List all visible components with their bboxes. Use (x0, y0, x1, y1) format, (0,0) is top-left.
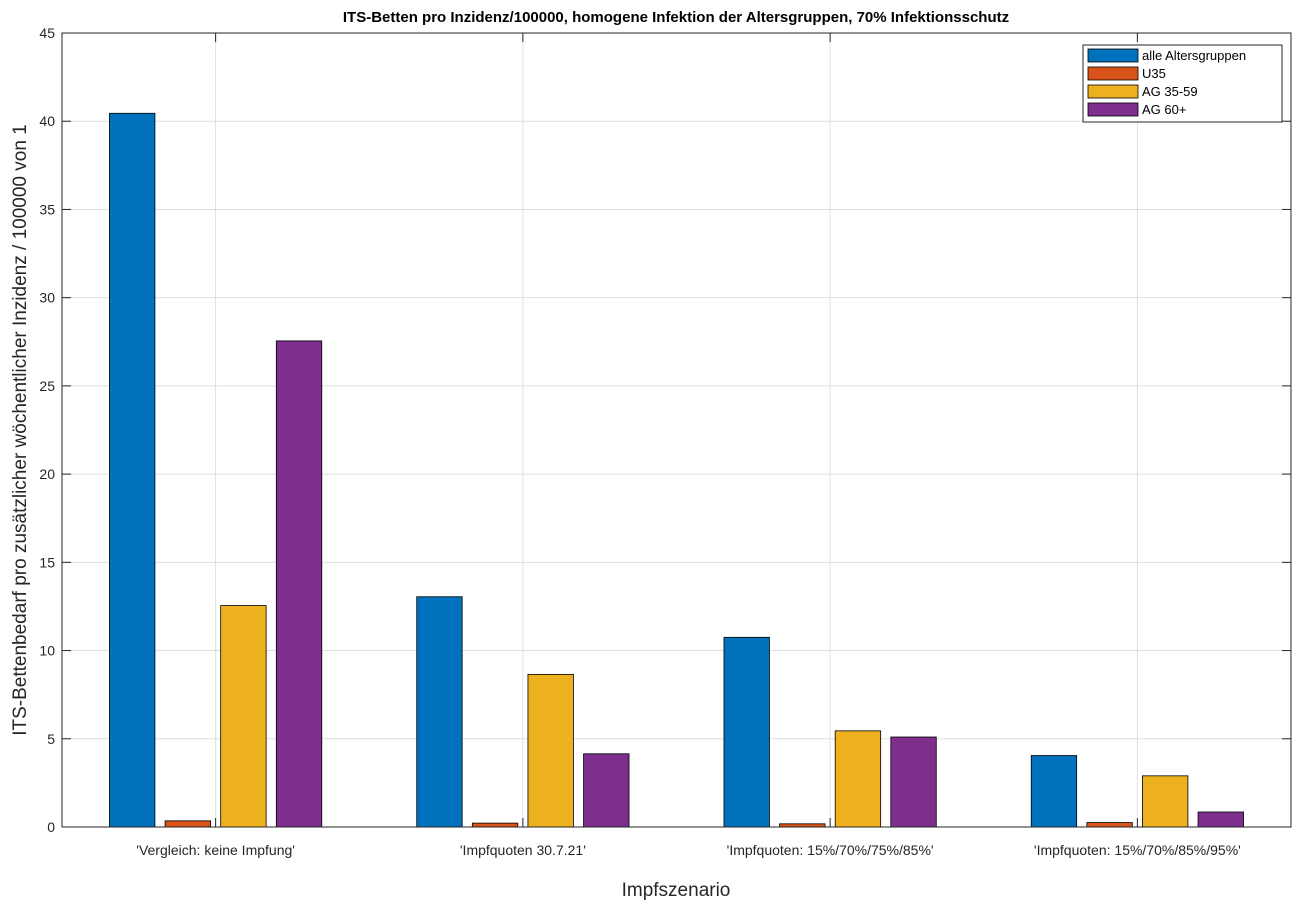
legend-swatch (1088, 85, 1138, 98)
bar-series-3-category-3 (1198, 812, 1243, 827)
y-tick-label: 15 (39, 554, 55, 570)
bar-series-0-category-2 (724, 637, 769, 827)
legend: alle Altersgruppen U35 AG 35-59 AG 60+ (1083, 45, 1282, 122)
bar-series-1-category-1 (472, 823, 517, 827)
bar-series-1-category-3 (1087, 823, 1132, 827)
x-tick-label: 'Impfquoten: 15%/70%/85%/95%' (1034, 842, 1241, 858)
x-tick-label: 'Vergleich: keine Impfung' (136, 842, 295, 858)
y-tick-label: 40 (39, 113, 55, 129)
bar-series-3-category-2 (891, 737, 936, 827)
y-axis-label: ITS-Bettenbedarf pro zusätzlicher wöchen… (10, 124, 31, 736)
x-tick-label: 'Impfquoten 30.7.21' (460, 842, 586, 858)
x-axis-label: Impfszenario (622, 880, 731, 901)
bar-series-2-category-3 (1142, 776, 1187, 827)
legend-label: AG 35-59 (1142, 84, 1198, 99)
plot-area (62, 33, 1291, 827)
y-tick-label: 45 (39, 25, 55, 41)
x-tick-label: 'Impfquoten: 15%/70%/75%/85%' (727, 842, 934, 858)
legend-swatch (1088, 103, 1138, 116)
bar-series-2-category-1 (528, 674, 573, 827)
bar-series-1-category-0 (165, 821, 210, 827)
bar-series-0-category-0 (109, 113, 154, 827)
y-tick-label: 0 (47, 819, 55, 835)
legend-label: U35 (1142, 66, 1166, 81)
y-tick-label: 30 (39, 290, 55, 306)
bar-series-2-category-2 (835, 731, 880, 827)
bar-series-0-category-1 (417, 597, 462, 827)
chart-title: ITS-Betten pro Inzidenz/100000, homogene… (343, 9, 1009, 26)
y-tick-label: 20 (39, 466, 55, 482)
legend-label: AG 60+ (1142, 102, 1186, 117)
legend-swatch (1088, 67, 1138, 80)
bar-series-3-category-1 (584, 754, 629, 827)
y-tick-label: 5 (47, 731, 55, 747)
legend-label: alle Altersgruppen (1142, 48, 1246, 63)
legend-swatch (1088, 49, 1138, 62)
bar-series-0-category-3 (1031, 756, 1076, 827)
bar-series-2-category-0 (221, 606, 266, 827)
bar-series-3-category-0 (276, 341, 321, 827)
y-tick-label: 35 (39, 201, 55, 217)
y-tick-label: 25 (39, 378, 55, 394)
y-tick-label: 10 (39, 643, 55, 659)
